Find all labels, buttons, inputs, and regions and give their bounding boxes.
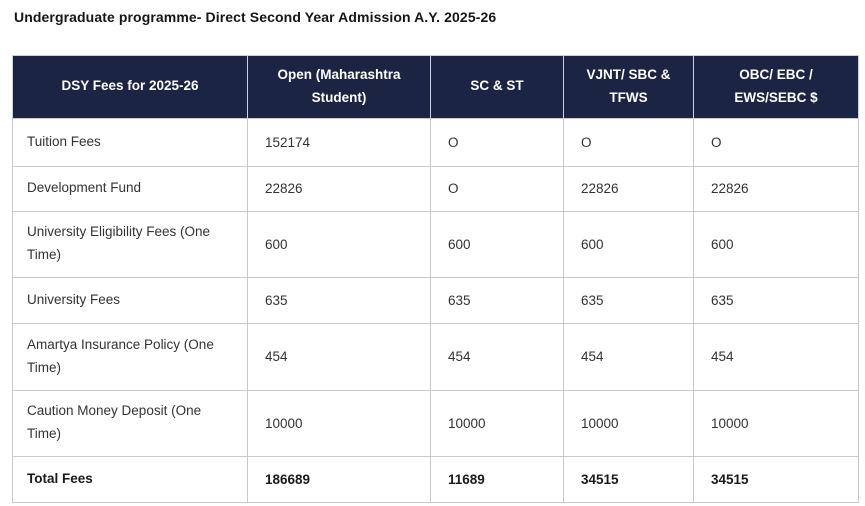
total-fee-value: 11689 xyxy=(430,455,564,503)
fee-value: 600 xyxy=(247,210,431,278)
fee-value: 600 xyxy=(430,210,564,278)
total-fee-value: 34515 xyxy=(693,455,859,503)
row-label: Tuition Fees xyxy=(12,117,248,167)
fee-value: 22826 xyxy=(247,165,431,212)
column-header-vjnt: VJNT/ SBC & TFWS xyxy=(563,55,694,119)
fee-value: 635 xyxy=(247,276,431,324)
fees-table: DSY Fees for 2025-26 Open (Maharashtra S… xyxy=(12,55,859,503)
fee-value: O xyxy=(693,117,859,167)
total-row-label: Total Fees xyxy=(12,455,248,503)
table-row: Tuition Fees 152174 O O O xyxy=(12,117,859,167)
fee-value: O xyxy=(430,165,564,212)
table-row: University Fees 635 635 635 635 xyxy=(12,276,859,324)
fee-value: O xyxy=(430,117,564,167)
fee-value: 22826 xyxy=(563,165,694,212)
row-label: Caution Money Deposit (One Time) xyxy=(12,389,248,457)
table-row: Caution Money Deposit (One Time) 10000 1… xyxy=(12,389,859,457)
fee-value: 635 xyxy=(430,276,564,324)
row-label: Development Fund xyxy=(12,165,248,212)
fee-value: 10000 xyxy=(430,389,564,457)
fee-value: 454 xyxy=(430,322,564,391)
total-row: Total Fees 186689 11689 34515 34515 xyxy=(12,455,859,503)
column-header-open: Open (Maharashtra Student) xyxy=(247,55,431,119)
row-label: University Fees xyxy=(12,276,248,324)
fee-value: 600 xyxy=(693,210,859,278)
total-fee-value: 34515 xyxy=(563,455,694,503)
column-header-fees: DSY Fees for 2025-26 xyxy=(12,55,248,119)
table-header-row: DSY Fees for 2025-26 Open (Maharashtra S… xyxy=(12,55,859,119)
fee-value: 454 xyxy=(693,322,859,391)
table-row: Amartya Insurance Policy (One Time) 454 … xyxy=(12,322,859,391)
fee-value: O xyxy=(563,117,694,167)
fee-value: 635 xyxy=(693,276,859,324)
fee-value: 152174 xyxy=(247,117,431,167)
page-title: Undergraduate programme- Direct Second Y… xyxy=(14,9,497,25)
fee-value: 10000 xyxy=(693,389,859,457)
fee-value: 635 xyxy=(563,276,694,324)
fee-value: 454 xyxy=(563,322,694,391)
table-row: University Eligibility Fees (One Time) 6… xyxy=(12,210,859,278)
column-header-obc: OBC/ EBC / EWS/SEBC $ xyxy=(693,55,859,119)
row-label: Amartya Insurance Policy (One Time) xyxy=(12,322,248,391)
fee-value: 22826 xyxy=(693,165,859,212)
fee-value: 454 xyxy=(247,322,431,391)
column-header-sc-st: SC & ST xyxy=(430,55,564,119)
table-row: Development Fund 22826 O 22826 22826 xyxy=(12,165,859,212)
fee-value: 10000 xyxy=(247,389,431,457)
fee-value: 600 xyxy=(563,210,694,278)
fee-value: 10000 xyxy=(563,389,694,457)
row-label: University Eligibility Fees (One Time) xyxy=(12,210,248,278)
total-fee-value: 186689 xyxy=(247,455,431,503)
